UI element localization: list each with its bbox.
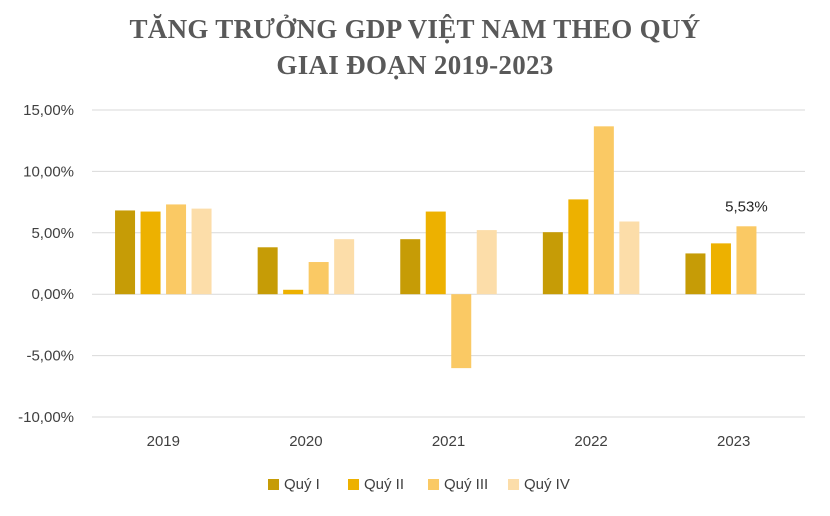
bar xyxy=(400,239,421,295)
y-tick-label: 10,00% xyxy=(23,163,74,180)
legend-swatch xyxy=(348,479,359,490)
legend-label: Quý IV xyxy=(524,476,570,493)
bar xyxy=(334,239,355,295)
bar xyxy=(542,232,563,295)
x-tick-label: 2023 xyxy=(717,433,750,450)
x-tick-label: 2019 xyxy=(147,433,180,450)
bar xyxy=(568,199,589,295)
bar xyxy=(191,208,212,295)
y-tick-label: 5,00% xyxy=(31,225,74,242)
bar xyxy=(619,221,640,295)
y-tick-label: -10,00% xyxy=(18,409,74,426)
bar xyxy=(476,230,497,295)
x-tick-label: 2020 xyxy=(289,433,322,450)
legend-swatch xyxy=(268,479,279,490)
legend-item: Quý II xyxy=(348,476,404,493)
legend-label: Quý I xyxy=(284,476,320,493)
bar xyxy=(308,262,329,295)
legend-item: Quý I xyxy=(268,476,320,493)
y-tick-label: -5,00% xyxy=(26,348,74,365)
legend-swatch xyxy=(508,479,519,490)
chart-title-line-2: GIAI ĐOẠN 2019-2023 xyxy=(276,50,554,80)
bar xyxy=(283,289,304,295)
x-tick-label: 2022 xyxy=(574,433,607,450)
legend-item: Quý III xyxy=(428,476,488,493)
x-tick-label: 2021 xyxy=(432,433,465,450)
bar xyxy=(140,211,161,295)
chart-title-line-1: TĂNG TRƯỞNG GDP VIỆT NAM THEO QUÝ xyxy=(129,14,701,44)
bar xyxy=(425,211,446,295)
legend-item: Quý IV xyxy=(508,476,570,493)
legend-label: Quý III xyxy=(444,476,488,493)
data-label: 5,53% xyxy=(725,198,768,215)
bar xyxy=(593,126,614,295)
bar xyxy=(166,204,187,295)
bar xyxy=(736,226,757,295)
legend-label: Quý II xyxy=(364,476,404,493)
bar xyxy=(451,294,472,369)
legend-swatch xyxy=(428,479,439,490)
bar xyxy=(115,210,136,295)
bar xyxy=(257,247,278,295)
bar xyxy=(710,243,731,295)
y-tick-label: 0,00% xyxy=(31,286,74,303)
bar xyxy=(685,253,706,295)
y-tick-label: 15,00% xyxy=(23,102,74,119)
